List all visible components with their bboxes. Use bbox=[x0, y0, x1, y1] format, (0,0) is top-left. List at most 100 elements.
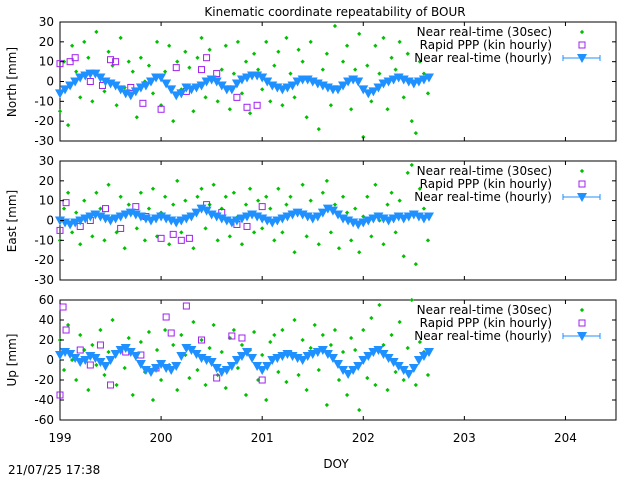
point-30sec-north bbox=[425, 91, 431, 96]
point-30sec-east bbox=[195, 194, 200, 199]
point-rapid-ppp-up bbox=[62, 326, 70, 334]
y-tick-label-up: 60 bbox=[39, 293, 54, 307]
point-hourly-up bbox=[110, 350, 121, 359]
point-30sec-up bbox=[344, 392, 350, 398]
plot-marks-north bbox=[55, 23, 434, 140]
point-30sec-up bbox=[231, 327, 236, 333]
point-30sec-up bbox=[389, 332, 394, 338]
point-30sec-up bbox=[195, 367, 200, 373]
point-hourly-up bbox=[383, 354, 394, 363]
y-axis-label-east: East [mm] bbox=[5, 190, 19, 252]
point-30sec-north bbox=[288, 71, 293, 76]
point-30sec-east bbox=[336, 246, 342, 251]
point-30sec-up bbox=[349, 335, 354, 341]
point-30sec-north bbox=[134, 115, 139, 120]
point-30sec-east bbox=[373, 182, 378, 187]
point-30sec-north bbox=[227, 107, 232, 112]
point-hourly-north bbox=[338, 81, 349, 91]
point-hourly-north bbox=[65, 81, 76, 91]
point-30sec-north bbox=[296, 47, 301, 52]
point-30sec-east bbox=[340, 194, 346, 199]
point-30sec-north bbox=[82, 39, 87, 44]
point-hourly-north bbox=[262, 77, 273, 87]
point-hourly-up bbox=[322, 350, 333, 359]
point-hourly-up bbox=[211, 364, 222, 373]
point-30sec-up bbox=[74, 377, 79, 383]
point-30sec-north bbox=[65, 123, 71, 128]
y-tick-label-east: -30 bbox=[34, 273, 54, 287]
point-30sec-north bbox=[130, 69, 135, 74]
point-30sec-north bbox=[409, 119, 414, 124]
point-hourly-north bbox=[110, 81, 121, 91]
point-30sec-north bbox=[340, 59, 346, 64]
point-30sec-north bbox=[203, 95, 208, 100]
y-ticks-north: 30 20 10 0 -10 -20 -30 bbox=[34, 15, 616, 148]
point-30sec-up bbox=[308, 345, 313, 351]
point-30sec-north bbox=[413, 130, 418, 136]
point-30sec-east bbox=[256, 198, 261, 203]
point-hourly-north bbox=[373, 83, 384, 93]
point-30sec-north bbox=[292, 95, 297, 100]
point-30sec-north bbox=[219, 67, 224, 72]
point-30sec-north bbox=[183, 49, 188, 54]
point-30sec-east bbox=[106, 182, 111, 187]
timestamp: 21/07/25 17:38 bbox=[8, 463, 100, 477]
point-30sec-east bbox=[134, 226, 139, 231]
point-30sec-up bbox=[280, 327, 285, 333]
legend-marker-east bbox=[578, 180, 586, 188]
point-hourly-up bbox=[348, 366, 359, 375]
point-hourly-east bbox=[423, 212, 434, 222]
point-30sec-up bbox=[292, 317, 297, 323]
point-30sec-east bbox=[118, 194, 123, 199]
point-30sec-east bbox=[98, 206, 103, 211]
point-hourly-up bbox=[236, 352, 247, 361]
point-hourly-up bbox=[353, 362, 364, 371]
y-tick-label-north: 10 bbox=[39, 55, 54, 69]
point-30sec-east bbox=[300, 182, 305, 187]
point-30sec-north bbox=[146, 63, 152, 68]
point-30sec-up bbox=[207, 345, 212, 351]
point-30sec-north bbox=[163, 69, 168, 74]
y-ticks-up: 60 40 20 0 -20 -40 -60 bbox=[34, 293, 616, 427]
point-rapid-ppp-north bbox=[86, 78, 94, 85]
y-tick-label-north: -10 bbox=[34, 94, 54, 108]
point-rapid-ppp-up bbox=[162, 313, 170, 321]
point-30sec-up bbox=[65, 322, 71, 328]
point-rapid-ppp-up bbox=[228, 332, 236, 340]
point-30sec-north bbox=[195, 55, 200, 60]
y-tick-label-up: -40 bbox=[34, 393, 54, 407]
legend-label-up: Rapid PPP (kin hourly) bbox=[420, 316, 552, 330]
point-30sec-east bbox=[397, 198, 402, 203]
y-tick-label-up: -60 bbox=[34, 413, 54, 427]
point-30sec-north bbox=[256, 67, 261, 72]
point-hourly-north bbox=[257, 73, 268, 83]
point-30sec-north bbox=[276, 49, 281, 54]
point-30sec-east bbox=[211, 182, 216, 187]
point-hourly-up bbox=[413, 356, 424, 365]
point-hourly-up bbox=[206, 358, 217, 367]
point-hourly-up bbox=[373, 346, 384, 355]
point-30sec-up bbox=[272, 332, 277, 338]
legend-marker-east bbox=[577, 193, 587, 202]
point-rapid-ppp-north bbox=[56, 60, 64, 68]
point-30sec-east bbox=[316, 242, 321, 247]
point-30sec-east bbox=[344, 210, 350, 215]
point-30sec-east bbox=[231, 190, 236, 195]
point-hourly-up bbox=[55, 351, 65, 360]
point-hourly-east bbox=[201, 206, 212, 216]
point-hourly-north bbox=[70, 77, 81, 87]
x-tick-label: 199 bbox=[49, 431, 72, 445]
plot-marks-up bbox=[55, 297, 434, 413]
point-30sec-north bbox=[126, 59, 131, 64]
point-hourly-up bbox=[262, 362, 273, 371]
point-hourly-north bbox=[358, 85, 369, 95]
point-hourly-north bbox=[166, 85, 177, 95]
point-30sec-north bbox=[381, 35, 386, 40]
point-hourly-north bbox=[287, 81, 298, 91]
point-30sec-east bbox=[324, 178, 330, 183]
point-30sec-up bbox=[203, 382, 208, 388]
point-30sec-east bbox=[288, 194, 293, 199]
point-30sec-up bbox=[61, 367, 67, 373]
point-30sec-east bbox=[284, 202, 289, 207]
